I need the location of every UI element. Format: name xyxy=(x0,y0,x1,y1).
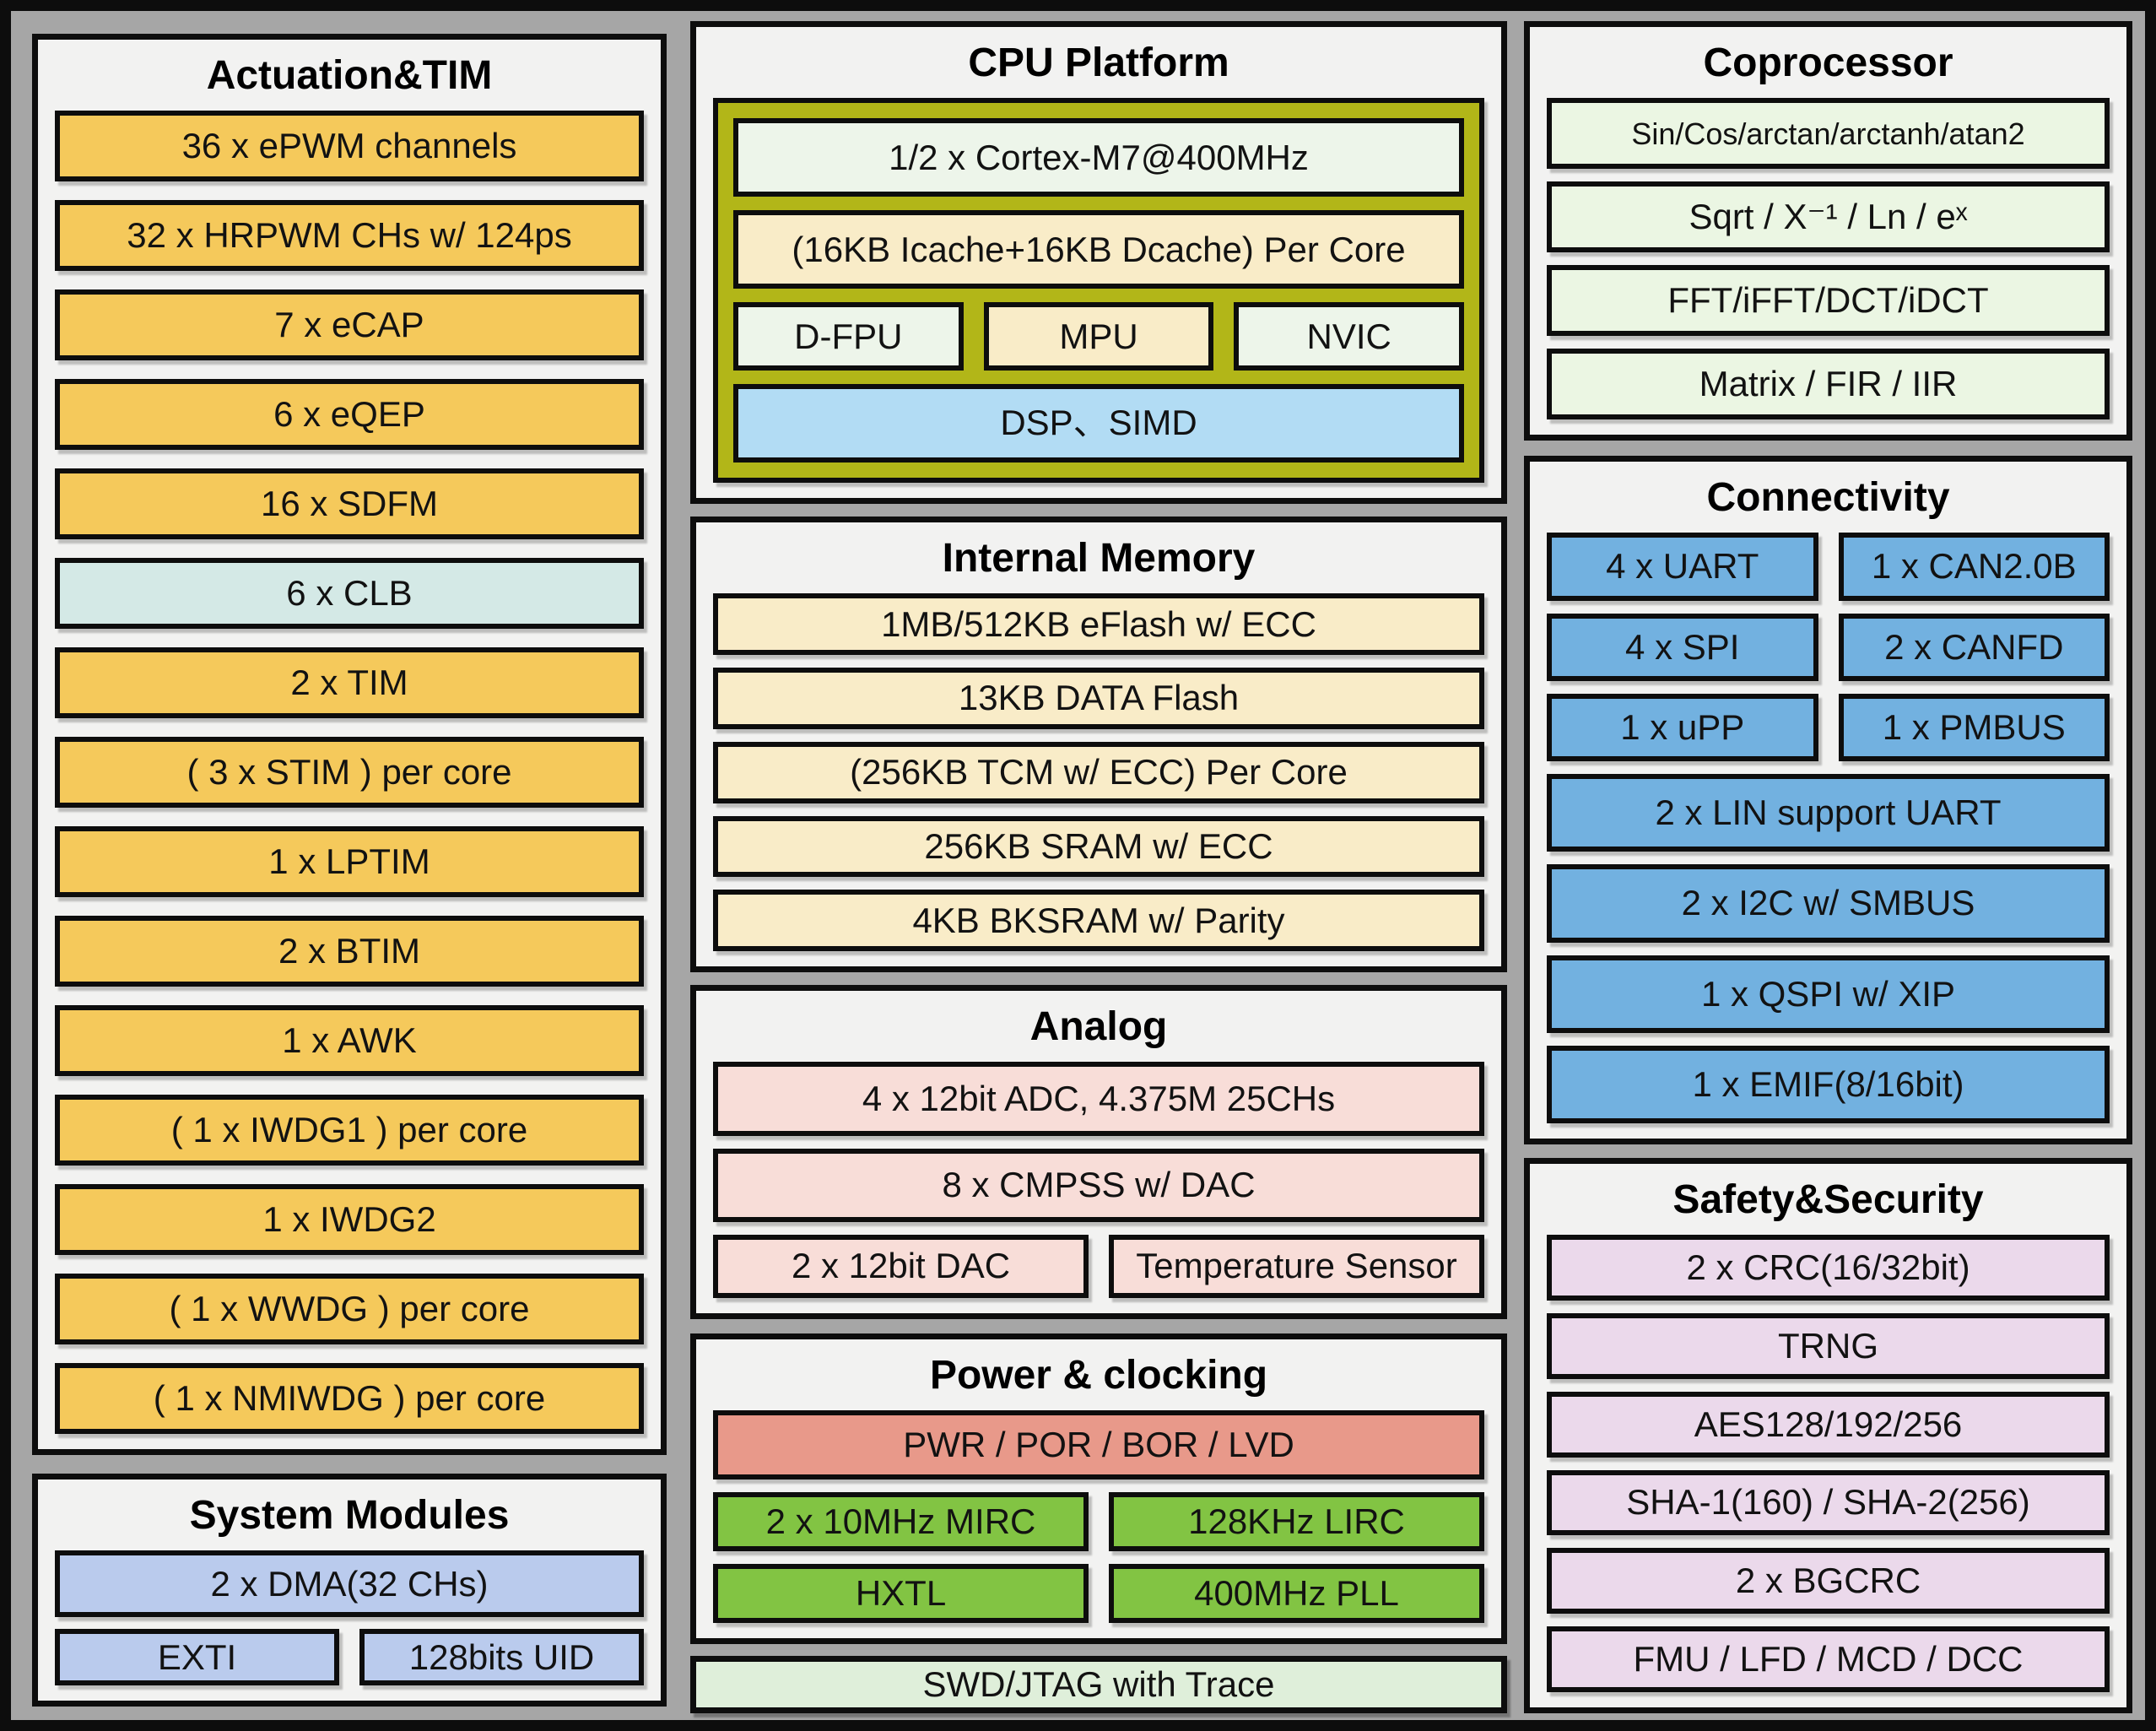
panel-cpu-platform: CPU Platform 1/2 x Cortex-M7@400MHz (16K… xyxy=(690,21,1507,504)
block-nvic: NVIC xyxy=(1234,302,1465,371)
block-cmpss: 8 x CMPSS w/ DAC xyxy=(713,1148,1484,1222)
block-temp-sensor: Temperature Sensor xyxy=(1109,1234,1484,1298)
safety-block-list: 2 x CRC(16/32bit) TRNG AES128/192/256 SH… xyxy=(1547,1235,2110,1692)
block-fft: FFT/iFFT/DCT/iDCT xyxy=(1547,265,2110,337)
panel-internal-memory: Internal Memory 1MB/512KB eFlash w/ ECC … xyxy=(690,517,1507,972)
block-crc: 2 x CRC(16/32bit) xyxy=(1547,1235,2110,1301)
block-tcm: (256KB TCM w/ ECC) Per Core xyxy=(713,741,1484,803)
block-data-flash: 13KB DATA Flash xyxy=(713,668,1484,729)
block-uart: 4 x UART xyxy=(1547,533,1818,601)
panel-actuation-tim: Actuation&TIM 36 x ePWM channels 32 x HR… xyxy=(32,34,667,1455)
block-uid: 128bits UID xyxy=(359,1629,644,1686)
block-eqep: 6 x eQEP xyxy=(55,379,644,451)
block-btim: 2 x BTIM xyxy=(55,916,644,987)
block-nmiwdg: ( 1 x NMIWDG ) per core xyxy=(55,1362,644,1434)
block-clb: 6 x CLB xyxy=(55,558,644,630)
block-trig-func: Sin/Cos/arctan/arctanh/atan2 xyxy=(1547,98,2110,170)
panel-power-clocking: Power & clocking PWR / POR / BOR / LVD 2… xyxy=(690,1333,1507,1644)
block-cache: (16KB Icache+16KB Dcache) Per Core xyxy=(733,210,1464,289)
block-exti: EXTI xyxy=(55,1629,339,1686)
block-qspi-xip: 1 x QSPI w/ XIP xyxy=(1547,955,2110,1033)
panel-title: System Modules xyxy=(189,1493,510,1538)
panel-title: Safety&Security xyxy=(1672,1177,1984,1222)
coprocessor-block-list: Sin/Cos/arctan/arctanh/atan2 Sqrt / X⁻¹ … xyxy=(1547,98,2110,420)
block-sdfm: 16 x SDFM xyxy=(55,468,644,540)
block-dma: 2 x DMA(32 CHs) xyxy=(55,1550,644,1618)
block-pll: 400MHz PLL xyxy=(1109,1564,1484,1624)
block-lptim: 1 x LPTIM xyxy=(55,826,644,898)
block-mpu: MPU xyxy=(983,302,1214,371)
block-i2c-smbus: 2 x I2C w/ SMBUS xyxy=(1547,864,2110,943)
block-mirc: 2 x 10MHz MIRC xyxy=(713,1492,1089,1552)
block-dsp-simd: DSP、SIMD xyxy=(733,384,1464,463)
panel-title: Internal Memory xyxy=(942,536,1256,581)
cpu-core-container: 1/2 x Cortex-M7@400MHz (16KB Icache+16KB… xyxy=(713,98,1484,483)
block-aes: AES128/192/256 xyxy=(1547,1391,2110,1458)
block-pwr-por-bor-lvd: PWR / POR / BOR / LVD xyxy=(713,1410,1484,1480)
power-block-list: PWR / POR / BOR / LVD 2 x 10MHz MIRC 128… xyxy=(713,1410,1484,1624)
swd-jtag-strip: SWD/JTAG with Trace xyxy=(690,1656,1507,1713)
block-sram: 256KB SRAM w/ ECC xyxy=(713,815,1484,878)
block-lirc: 128KHz LIRC xyxy=(1109,1492,1484,1552)
block-sha: SHA-1(160) / SHA-2(256) xyxy=(1547,1469,2110,1536)
actuation-block-list: 36 x ePWM channels 32 x HRPWM CHs w/ 124… xyxy=(55,111,644,1434)
block-awk: 1 x AWK xyxy=(55,1005,644,1077)
block-iwdg1: ( 1 x IWDG1 ) per core xyxy=(55,1095,644,1166)
block-hrpwm: 32 x HRPWM CHs w/ 124ps xyxy=(55,200,644,272)
panel-title: Analog xyxy=(1029,1004,1168,1049)
block-epwm: 36 x ePWM channels xyxy=(55,111,644,182)
panel-system-modules: System Modules 2 x DMA(32 CHs) EXTI 128b… xyxy=(32,1474,667,1707)
block-cortex-core: 1/2 x Cortex-M7@400MHz xyxy=(733,118,1464,197)
block-canfd: 2 x CANFD xyxy=(1838,613,2110,681)
block-emif: 1 x EMIF(8/16bit) xyxy=(1547,1045,2110,1124)
block-can20b: 1 x CAN2.0B xyxy=(1838,533,2110,601)
block-dac: 2 x 12bit DAC xyxy=(713,1234,1089,1298)
panel-analog: Analog 4 x 12bit ADC, 4.375M 25CHs 8 x C… xyxy=(690,985,1507,1319)
block-iwdg2: 1 x IWDG2 xyxy=(55,1184,644,1255)
panel-title: Connectivity xyxy=(1706,475,1950,520)
panel-coprocessor: Coprocessor Sin/Cos/arctan/arctanh/atan2… xyxy=(1524,21,2132,441)
block-sqrt-ln-exp: Sqrt / X⁻¹ / Ln / eˣ xyxy=(1547,181,2110,253)
panel-connectivity: Connectivity 4 x UART 1 x CAN2.0B 4 x SP… xyxy=(1524,456,2132,1144)
panel-title: Power & clocking xyxy=(929,1353,1268,1398)
block-hxtl: HXTL xyxy=(713,1564,1089,1624)
panel-title: Coprocessor xyxy=(1703,41,1953,85)
block-lin-uart: 2 x LIN support UART xyxy=(1547,774,2110,852)
analog-block-list: 4 x 12bit ADC, 4.375M 25CHs 8 x CMPSS w/… xyxy=(713,1062,1484,1298)
memory-block-list: 1MB/512KB eFlash w/ ECC 13KB DATA Flash … xyxy=(713,593,1484,951)
block-fmu-lfd-mcd-dcc: FMU / LFD / MCD / DCC xyxy=(1547,1626,2110,1692)
block-ecap: 7 x eCAP xyxy=(55,289,644,361)
system-block-list: 2 x DMA(32 CHs) EXTI 128bits UID xyxy=(55,1550,644,1686)
block-tim: 2 x TIM xyxy=(55,647,644,719)
panel-safety-security: Safety&Security 2 x CRC(16/32bit) TRNG A… xyxy=(1524,1158,2132,1713)
connectivity-block-list: 4 x UART 1 x CAN2.0B 4 x SPI 2 x CANFD 1… xyxy=(1547,533,2110,1124)
panel-title: CPU Platform xyxy=(968,41,1229,85)
block-matrix-fir-iir: Matrix / FIR / IIR xyxy=(1547,349,2110,420)
block-spi: 4 x SPI xyxy=(1547,613,1818,681)
block-bgcrc: 2 x BGCRC xyxy=(1547,1548,2110,1615)
block-dfpu: D-FPU xyxy=(733,302,964,371)
block-stim: ( 3 x STIM ) per core xyxy=(55,737,644,809)
block-adc: 4 x 12bit ADC, 4.375M 25CHs xyxy=(713,1062,1484,1136)
block-eflash: 1MB/512KB eFlash w/ ECC xyxy=(713,593,1484,656)
block-pmbus: 1 x PMBUS xyxy=(1838,693,2110,762)
panel-title: Actuation&TIM xyxy=(206,53,493,98)
block-wwdg: ( 1 x WWDG ) per core xyxy=(55,1273,644,1344)
block-upp: 1 x uPP xyxy=(1547,693,1818,762)
block-bksram: 4KB BKSRAM w/ Parity xyxy=(713,890,1484,951)
block-trng: TRNG xyxy=(1547,1313,2110,1379)
